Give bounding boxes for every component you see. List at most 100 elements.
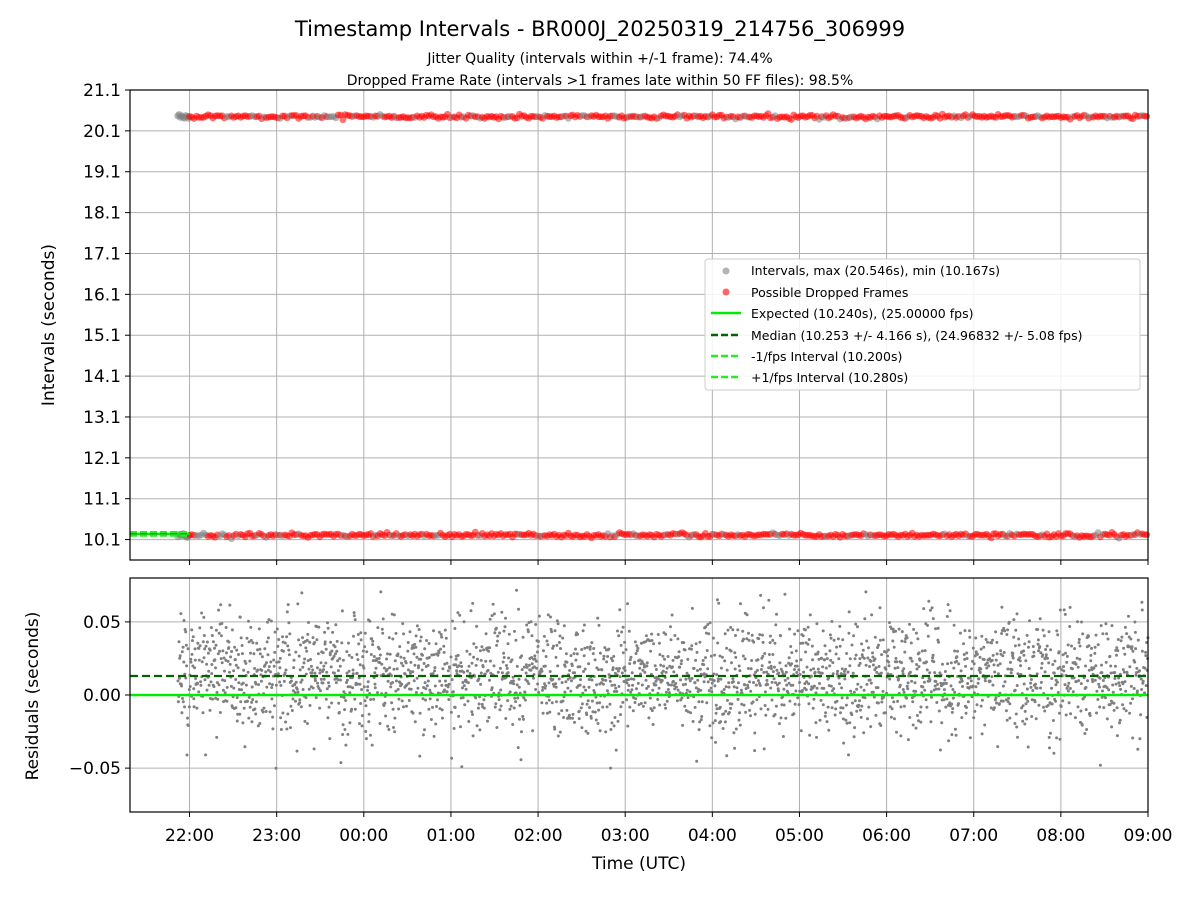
residual-point [886,672,890,676]
residual-point [711,721,715,725]
residual-point [367,720,371,724]
residual-point [544,655,548,658]
residual-point [376,691,379,695]
residual-point [307,667,311,671]
residual-point [490,614,494,618]
residual-point [1008,716,1012,720]
residual-point [613,716,617,719]
residual-point [534,688,538,691]
top-y-tick-label: 19.1 [83,163,121,183]
residual-point [426,663,430,667]
residual-point [716,677,720,681]
residual-point [847,631,851,635]
residual-point [350,656,354,659]
residual-point [220,661,224,665]
residual-point [619,705,623,709]
residual-point [604,730,608,734]
residual-point [557,712,561,716]
residual-point [638,666,642,670]
residual-point [495,643,499,647]
residual-point [329,640,333,644]
residual-point [459,661,463,665]
residual-point [433,669,437,673]
residual-point [386,652,389,656]
residual-point [395,667,399,671]
residual-point [253,667,257,670]
bottom-y-tick-label: 0.00 [83,686,121,706]
residual-point [934,627,938,631]
residual-point [692,666,696,670]
residual-point [702,680,706,684]
residual-point [1062,665,1065,669]
residual-point [374,666,378,670]
dropped-frame-point [339,116,347,124]
residual-point [975,652,979,656]
residual-point [614,686,618,690]
residual-point [1121,668,1125,672]
residual-point [663,657,666,661]
residual-point [910,679,914,683]
residual-point [903,640,907,644]
residual-point [853,726,857,730]
residual-point [370,637,374,641]
residual-point [178,656,182,660]
chart-subtitle-dropped: Dropped Frame Rate (intervals >1 frames … [347,73,854,89]
residual-point [588,647,592,651]
residual-point [623,665,627,669]
residual-point [303,719,307,723]
residual-point [396,652,400,656]
residual-point [365,650,369,654]
residual-point [535,666,539,670]
residual-point [344,743,348,747]
top-y-tick-label: 21.1 [83,81,121,101]
residual-point [762,606,765,610]
residual-point [576,632,580,636]
residual-point [793,632,797,636]
residual-point [767,666,771,670]
residual-point [792,712,796,716]
residual-point [782,687,786,691]
residual-point [690,644,694,648]
residual-point [947,739,951,743]
residual-point [406,668,410,672]
residual-point [271,727,275,731]
residual-point [1005,633,1009,636]
residual-point [453,706,457,709]
residual-point [189,660,193,664]
residual-point [176,700,180,704]
residual-point [960,716,964,720]
residual-point [877,665,881,668]
residual-point [268,710,272,714]
residual-point [798,681,801,684]
residual-point [351,672,355,676]
residual-point [393,730,397,734]
residual-point [1023,722,1027,726]
residual-point [428,697,432,701]
residual-point [1119,687,1123,691]
residual-point [1026,699,1030,703]
residual-point [409,687,413,691]
residual-point [1068,625,1072,628]
residual-point [370,743,374,747]
residual-point [829,658,833,662]
residual-point [1100,663,1103,667]
residual-point [1091,680,1095,684]
residual-point [753,712,757,716]
residual-point [1011,651,1015,655]
residual-point [905,684,909,688]
residual-point [978,671,982,674]
residual-point [530,662,534,666]
residual-point [254,712,258,716]
residual-point [994,696,998,700]
residual-point [795,671,799,674]
residual-point [258,652,262,656]
residual-point [560,709,564,713]
residual-point [203,678,207,682]
residual-point [1084,664,1088,668]
residual-point [653,664,657,668]
residual-point [267,618,271,622]
residual-point [1131,649,1135,653]
residual-point [513,696,517,700]
residual-point [1122,707,1126,711]
residual-point [1012,635,1016,639]
